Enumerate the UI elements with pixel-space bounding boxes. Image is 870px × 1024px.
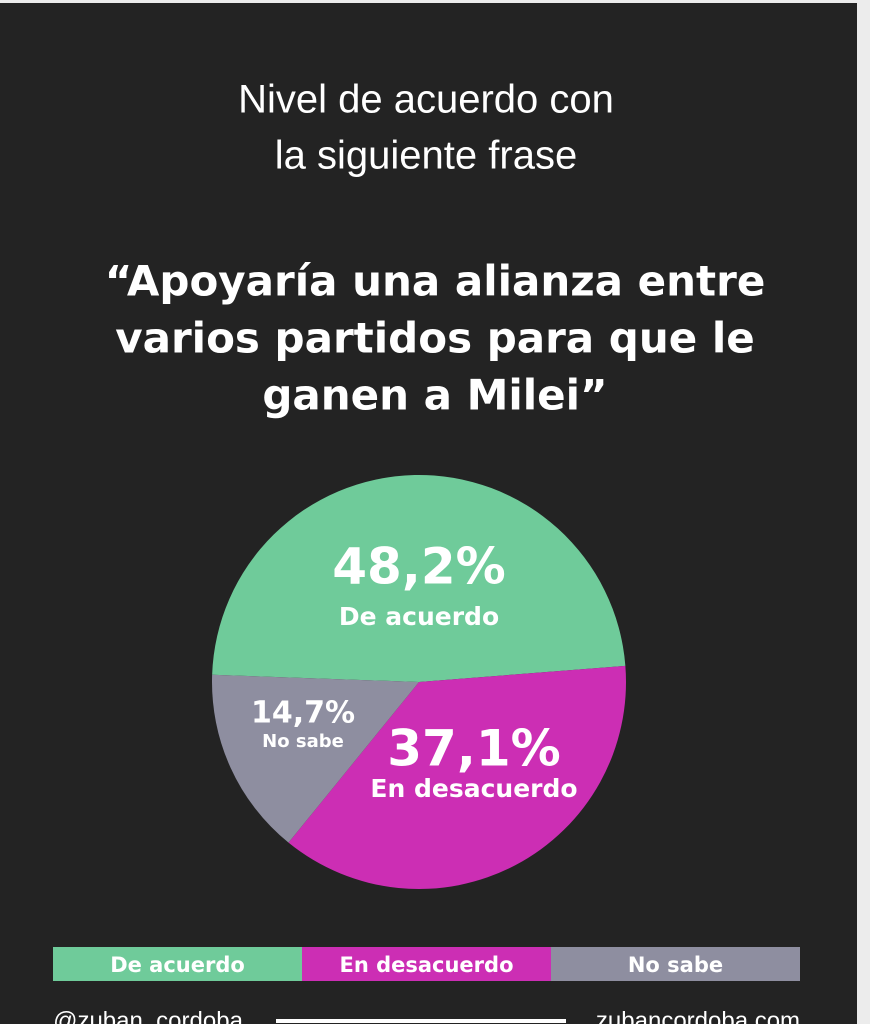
- legend-swatch: [302, 947, 551, 981]
- title-line: Nivel de acuerdo con: [238, 78, 614, 122]
- footer-handle: @zuban_cordoba: [53, 1007, 243, 1024]
- legend-label: No sabe: [628, 953, 723, 977]
- legend-label: En desacuerdo: [339, 953, 513, 977]
- pie-slice: [212, 474, 626, 682]
- slice-category-label: No sabe: [262, 731, 344, 752]
- pie-slice: [211, 674, 419, 843]
- slice-category-label: De acuerdo: [339, 602, 499, 631]
- pie-labels: 48,2% De acuerdo 37,1%En desacuerdo 14,7%No…: [251, 538, 578, 804]
- footer-site: zubancordoba.com: [596, 1007, 800, 1024]
- quote-line: varios partidos para que le: [115, 314, 754, 363]
- slice-value-label: 37,1%: [387, 720, 560, 778]
- title-line: la siguiente frase: [275, 134, 577, 178]
- slice-value-label: 14,7%: [251, 696, 355, 731]
- pie: [211, 474, 626, 890]
- slice-category-label: En desacuerdo: [370, 774, 577, 803]
- pie-slice: [288, 665, 626, 890]
- slice-value-label: 48,2%: [332, 538, 505, 596]
- legend-swatch: [53, 947, 302, 981]
- legend-label: De acuerdo: [110, 953, 245, 977]
- quote-line: ganen a Milei”: [262, 371, 607, 420]
- footer-rule: [276, 1019, 566, 1023]
- quote-line: “Apoyaría una alianza entre: [105, 257, 766, 306]
- legend: De acuerdo En desacuerdo No sabe: [53, 947, 800, 981]
- legend-swatch: [551, 947, 800, 981]
